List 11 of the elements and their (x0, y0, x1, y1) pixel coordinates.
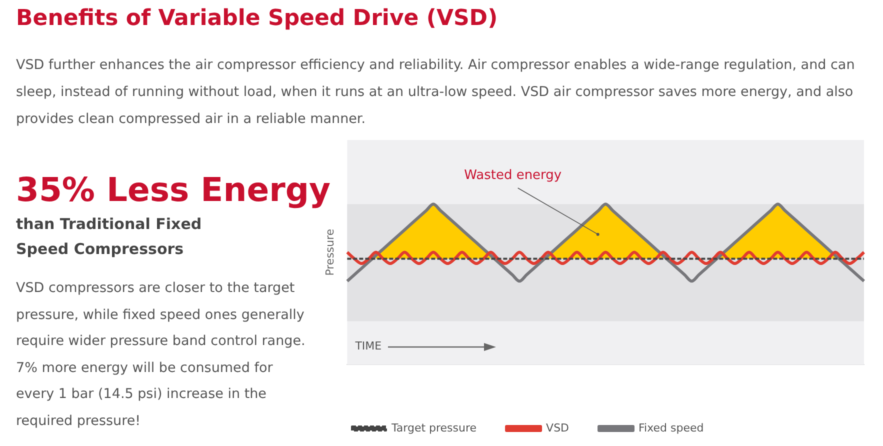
legend-label: Fixed speed (638, 421, 704, 434)
text: VSD further enhances the air compressor efficiency and reliability. Air compressor enables a wide-range regulation, and can sleep, instead of running without load, when it runs at an ultra-low speed. VSD air compressor saves more energy, and also provides clean compressed air in a reliable manner. (16, 56, 856, 129)
y-axis-title: Pressure (323, 228, 336, 276)
text: Wasted energy (464, 168, 562, 183)
text: VSD compressors are closer to the target pressure, while fixed speed ones generally require wider pressure band control range. 7% more energy will be consumed for every 1 bar (14.5 psi) increase in the required pressure! (16, 279, 306, 430)
text: 35% Less Energy (16, 170, 330, 209)
x-axis-title: TIME (354, 339, 382, 352)
text: than Traditional Fixed Speed Compressors (16, 214, 203, 260)
text: Benefits of Variable Speed Drive (VSD) (16, 6, 498, 31)
legend-label: VSD (546, 421, 570, 434)
legend-label: Target pressure (390, 421, 477, 434)
